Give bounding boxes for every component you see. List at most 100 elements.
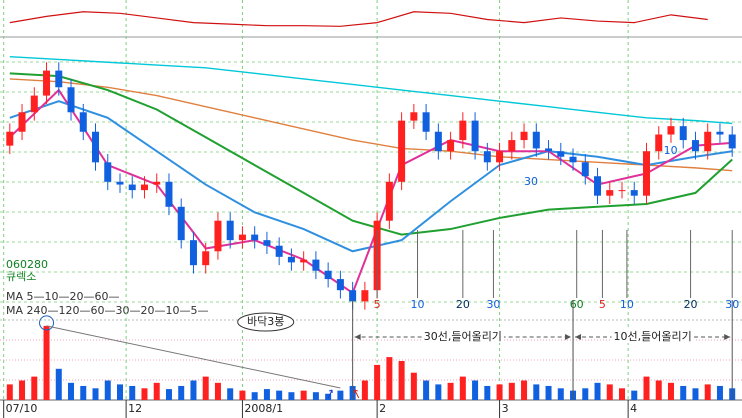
- candle-body: [177, 206, 185, 241]
- volume-bar: [239, 390, 246, 400]
- stock-code: 060280: [6, 258, 48, 271]
- volume-bar: [263, 389, 270, 400]
- volume-bar: [251, 392, 258, 400]
- candle-body: [716, 131, 724, 135]
- candle-body: [704, 131, 712, 152]
- volume-bar: [619, 388, 626, 400]
- candle-body: [251, 234, 259, 241]
- annotation: 5: [599, 298, 606, 311]
- volume-bar: [667, 382, 674, 400]
- moving-average: [9, 55, 733, 125]
- volume-bar: [631, 390, 638, 400]
- candle-body: [287, 256, 295, 263]
- volume-bar: [337, 390, 344, 400]
- volume-bar: [361, 380, 368, 400]
- candle-body: [324, 270, 332, 280]
- x-tick-label: 07/10: [6, 402, 38, 415]
- moving-average: [9, 78, 733, 172]
- volume-bar: [716, 385, 723, 400]
- volume-bar: [545, 385, 552, 400]
- candle-body: [630, 190, 638, 196]
- volume-bar: [557, 388, 564, 400]
- volume-bar: [692, 388, 699, 400]
- candle-body: [459, 120, 467, 141]
- volume-bar: [312, 392, 319, 400]
- volume-bar: [680, 385, 687, 400]
- volume-bar: [202, 376, 209, 400]
- volume-bar: [227, 388, 234, 400]
- candle-body: [165, 181, 173, 207]
- volume-bar: [141, 388, 148, 400]
- oscillator-line: [9, 11, 708, 27]
- candle-body: [496, 151, 504, 163]
- x-tick-label: 2: [379, 402, 386, 415]
- candle-body: [214, 220, 222, 252]
- volume-bar: [386, 357, 393, 400]
- label-bg: [611, 330, 694, 343]
- candle-body: [202, 251, 210, 266]
- volume-bar: [55, 368, 62, 400]
- candle-body: [410, 112, 418, 121]
- candle-body: [67, 87, 75, 113]
- candle-body: [153, 181, 161, 185]
- bracket-label: 30선,들어올리기: [424, 330, 502, 343]
- volume-bar: [116, 384, 123, 400]
- volume-bar: [43, 325, 50, 400]
- candle-body: [594, 176, 602, 196]
- candle-body: [385, 181, 393, 221]
- volume-bar: [459, 376, 466, 400]
- candle-body: [398, 120, 406, 182]
- volume-bar: [19, 380, 26, 400]
- volume-bar: [129, 385, 136, 400]
- volume-bar: [214, 382, 221, 400]
- candle-body: [30, 95, 38, 113]
- candle-body: [642, 151, 650, 196]
- volume-bar: [655, 380, 662, 400]
- volume-bar: [165, 389, 172, 400]
- annotation: 20: [684, 298, 698, 311]
- volume-bar: [190, 380, 197, 400]
- annotation: 20: [456, 298, 470, 311]
- candle-body: [312, 259, 320, 271]
- candle-body: [606, 190, 614, 196]
- volume-bar: [276, 390, 283, 400]
- candle-body: [691, 140, 699, 152]
- x-tick-label: 3: [502, 402, 509, 415]
- candle-body: [667, 126, 675, 135]
- candle-body: [422, 112, 430, 132]
- x-tick-label: 12: [128, 402, 142, 415]
- candle-body: [483, 151, 491, 163]
- candle-body: [79, 112, 87, 132]
- candle-body: [275, 245, 283, 257]
- annotation: 60: [570, 298, 584, 311]
- trend-line: [46, 325, 341, 389]
- volume-bar: [325, 393, 332, 400]
- volume-bar: [398, 361, 405, 400]
- candle-body: [618, 190, 626, 192]
- candle-body: [447, 140, 455, 152]
- candle-body: [263, 240, 271, 246]
- volume-bar: [68, 382, 75, 400]
- candle-body: [43, 70, 51, 96]
- ma-legend: MA 5—10—20—60—: [6, 290, 120, 303]
- line-label: 10: [664, 144, 678, 157]
- spike-circle: [39, 315, 55, 331]
- volume-bar: [92, 388, 99, 400]
- arrow: [354, 389, 360, 399]
- candle-body: [18, 112, 26, 132]
- candle-body: [55, 70, 63, 88]
- candle-body: [336, 279, 344, 291]
- volume-bar: [484, 385, 491, 400]
- candle-body: [532, 131, 540, 149]
- candle-body: [520, 131, 528, 141]
- line-label: 30: [524, 175, 538, 188]
- volume-bar: [410, 372, 417, 400]
- candle-body: [349, 290, 357, 302]
- candle-body: [569, 156, 577, 163]
- callout-bubble: [237, 312, 295, 332]
- volume-bar: [104, 380, 111, 400]
- annotation: 10: [620, 298, 634, 311]
- candle-body: [226, 220, 234, 241]
- candle-body: [238, 234, 246, 241]
